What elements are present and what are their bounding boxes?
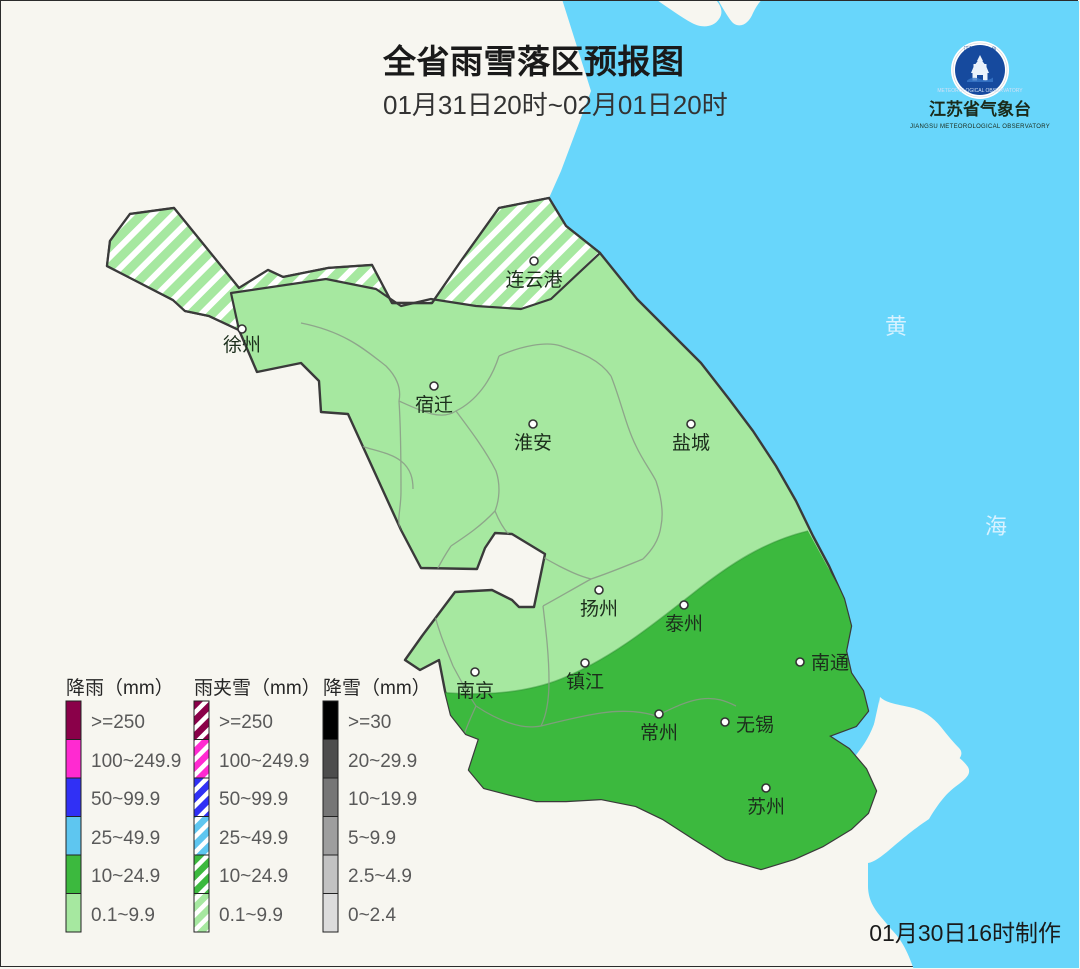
svg-text:50~99.9: 50~99.9 — [219, 789, 288, 810]
svg-text:0.1~9.9: 0.1~9.9 — [91, 905, 155, 926]
svg-text:海: 海 — [985, 514, 1007, 539]
svg-text:0~2.4: 0~2.4 — [348, 905, 397, 926]
svg-text:全省雨雪落区预报图: 全省雨雪落区预报图 — [382, 43, 685, 80]
svg-text:盐城: 盐城 — [672, 432, 710, 454]
svg-text:江苏省气象台: 江苏省气象台 — [929, 99, 1031, 119]
svg-text:淮安: 淮安 — [514, 432, 552, 454]
svg-text:泰州: 泰州 — [665, 613, 703, 635]
svg-text:01月30日16时制作: 01月30日16时制作 — [869, 920, 1061, 946]
svg-text:降雨（mm）: 降雨（mm） — [66, 677, 174, 699]
svg-text:徐州: 徐州 — [223, 334, 261, 356]
svg-text:10~24.9: 10~24.9 — [91, 866, 160, 887]
svg-text:镇江: 镇江 — [566, 671, 604, 693]
svg-text:100~249.9: 100~249.9 — [91, 751, 181, 772]
svg-text:雨夹雪（mm）: 雨夹雪（mm） — [194, 677, 321, 699]
svg-text:100~249.9: 100~249.9 — [219, 751, 309, 772]
svg-text:JIANGSU METEOROLOGICAL OBSERVA: JIANGSU METEOROLOGICAL OBSERVATORY — [910, 124, 1050, 130]
svg-text:连云港: 连云港 — [505, 269, 562, 291]
svg-text:降雪（mm）: 降雪（mm） — [323, 677, 431, 699]
svg-text:黄: 黄 — [885, 314, 907, 339]
svg-text:METEOROLOGICAL OBSERVATORY: METEOROLOGICAL OBSERVATORY — [937, 88, 1023, 94]
svg-text:50~99.9: 50~99.9 — [91, 789, 160, 810]
svg-text:10~24.9: 10~24.9 — [219, 866, 288, 887]
svg-text:2.5~4.9: 2.5~4.9 — [348, 866, 412, 887]
svg-text:25~49.9: 25~49.9 — [219, 828, 288, 849]
svg-text:宿迁: 宿迁 — [415, 394, 453, 416]
svg-text:>=250: >=250 — [219, 712, 273, 733]
svg-text:>=30: >=30 — [348, 712, 391, 733]
svg-text:常州: 常州 — [640, 722, 678, 744]
svg-text:0.1~9.9: 0.1~9.9 — [219, 905, 283, 926]
svg-text:01月31日20时~02月01日20时: 01月31日20时~02月01日20时 — [383, 90, 728, 120]
svg-text:20~29.9: 20~29.9 — [348, 751, 417, 772]
svg-text:无锡: 无锡 — [736, 714, 774, 736]
svg-text:南通: 南通 — [811, 652, 849, 674]
svg-text:>=250: >=250 — [91, 712, 145, 733]
svg-text:江苏省气象台: 江苏省气象台 — [963, 45, 997, 53]
svg-text:南京: 南京 — [456, 680, 494, 702]
svg-text:25~49.9: 25~49.9 — [91, 828, 160, 849]
svg-text:5~9.9: 5~9.9 — [348, 828, 396, 849]
svg-text:苏州: 苏州 — [747, 796, 785, 818]
svg-text:扬州: 扬州 — [580, 598, 618, 620]
svg-text:10~19.9: 10~19.9 — [348, 789, 417, 810]
